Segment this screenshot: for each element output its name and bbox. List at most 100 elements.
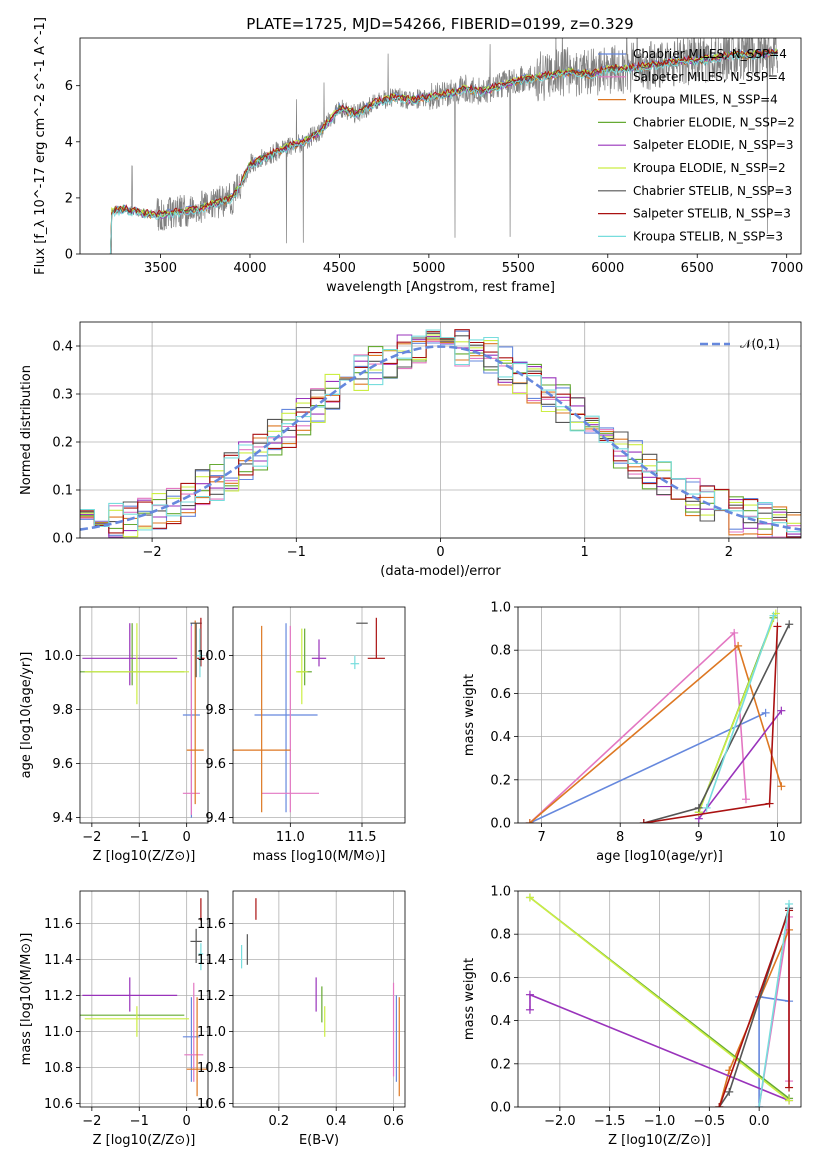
ytick-label: 10.0 — [44, 649, 73, 664]
errorbar-salpeter-miles — [184, 982, 204, 1082]
xtick-label: 6000 — [591, 261, 624, 276]
weight-line-kroupa-miles — [525, 641, 786, 823]
xtick-label: 4500 — [323, 261, 356, 276]
ytick-label: 6 — [65, 79, 73, 94]
ytick-label: 11.6 — [44, 917, 73, 932]
xtick-label: 11.5 — [348, 830, 377, 845]
xtick-label: 7000 — [770, 261, 803, 276]
plot-spectrum — [109, 38, 779, 254]
xtick-label: 5500 — [502, 261, 535, 276]
weight-line-salpeter-stelib — [639, 622, 782, 823]
ytick-label: 11.2 — [197, 989, 226, 1004]
legend-entry: Kroupa STELIB, N_SSP=3 — [633, 229, 783, 243]
xtick-label: 11.0 — [276, 830, 305, 845]
xtick-label: 0 — [183, 830, 191, 845]
panel-age-weight: 7 8 9 10 0.0 0.2 0.4 0.6 0.8 1.0 age [log10(age/yr… — [462, 601, 802, 865]
xtick-label: 3500 — [144, 261, 177, 276]
yaxis-label: Flux [f_λ 10^-17 erg cm^-2 s^-1 A^-1] — [33, 17, 48, 275]
xtick-label: −2 — [82, 830, 101, 845]
errorbar-salpeter-stelib — [199, 898, 202, 921]
axes-Z-weight: −2.0 −1.5 −1.0 −0.5 0.0 0.0 0.2 0.4 0.6 0.8 1.0 Z [… — [462, 885, 769, 1149]
xtick-label: −1.0 — [644, 1114, 676, 1129]
errorbar-kroupa-miles — [186, 620, 204, 805]
legend-entry: Salpeter ELODIE, N_SSP=3 — [633, 138, 794, 152]
legend-entry: Kroupa ELODIE, N_SSP=2 — [633, 161, 786, 175]
ytick-label: 11.4 — [44, 953, 73, 968]
ytick-label: 0.4 — [490, 730, 511, 745]
ytick-label: 11.2 — [44, 989, 73, 1004]
weight-line-kroupa-elodie — [525, 893, 794, 1105]
xaxis-label: Z [log10(Z/Z⊙)] — [93, 1133, 196, 1148]
ytick-label: 0.2 — [490, 773, 511, 788]
ytick-label: 0.0 — [490, 1101, 511, 1116]
ytick-label: 2 — [65, 191, 73, 206]
xtick-label: 5000 — [412, 261, 445, 276]
legend-entry: Salpeter MILES, N_SSP=4 — [633, 70, 786, 84]
ytick-label: 1.0 — [490, 885, 511, 900]
ytick-label: 0.0 — [490, 817, 511, 832]
ytick-label: 0.8 — [490, 928, 511, 943]
grid-ebv-mass — [233, 891, 405, 1107]
errorbar-salpeter-elodie — [82, 977, 178, 1012]
axes-frame-Z-weight — [517, 890, 802, 1108]
model-line-chabrier-stelib — [109, 49, 778, 254]
ytick-label: 0.1 — [52, 484, 73, 499]
plot-Z-weight — [525, 893, 794, 1107]
weight-line-kroupa-stelib — [702, 611, 778, 812]
weight-line-salpeter-miles — [755, 912, 794, 1107]
xtick-label: 0.4 — [326, 1114, 347, 1129]
errorbar-kroupa-stelib — [197, 628, 203, 678]
xtick-label: 0.0 — [749, 1114, 770, 1129]
ytick-label: 9.4 — [205, 811, 226, 826]
yaxis-label: mass weight — [462, 674, 477, 756]
ytick-label: 0.8 — [490, 644, 511, 659]
xtick-label: 0 — [436, 545, 444, 560]
ytick-label: 10.6 — [197, 1097, 226, 1112]
xtick-label: 10 — [769, 830, 786, 845]
hist-kroupa-stelib — [80, 329, 801, 533]
ytick-label: 0.0 — [52, 532, 73, 547]
ytick-label: 9.6 — [52, 757, 73, 772]
axes-frame-mass-age — [232, 606, 406, 824]
xtick-label: 0.6 — [383, 1114, 404, 1129]
errorbar-salpeter-elodie — [82, 623, 178, 686]
ytick-label: 9.6 — [205, 757, 226, 772]
ytick-label: 10.6 — [44, 1097, 73, 1112]
xaxis-label: (data-model)/error — [380, 564, 501, 579]
xtick-label: 1 — [581, 545, 589, 560]
errorbar-kroupa-stelib — [350, 655, 360, 670]
weight-line-salpeter-miles — [525, 628, 750, 823]
xtick-label: −2.0 — [544, 1114, 576, 1129]
xtick-label: 8 — [616, 830, 624, 845]
errorbar-kroupa-elodie — [84, 1006, 190, 1037]
xtick-label: −2 — [143, 545, 162, 560]
yaxis-label: age [log10(age/yr)] — [19, 652, 34, 779]
legend-entry-normal: 𝒩(0,1) — [740, 337, 780, 351]
yaxis-label: mass weight — [462, 958, 477, 1040]
xtick-label: 0 — [183, 1114, 191, 1129]
panel-spectrum: 3500 4000 4500 5000 5500 6000 6500 7000 0 2 4 6 wave… — [33, 17, 803, 295]
axes-age-weight: 7 8 9 10 0.0 0.2 0.4 0.6 0.8 1.0 age [log10(age/yr… — [462, 601, 786, 865]
plot-mass-age — [233, 617, 385, 813]
xtick-label: −2 — [82, 1114, 101, 1129]
xtick-label: 9 — [695, 830, 703, 845]
ytick-label: 11.4 — [197, 953, 226, 968]
xtick-label: −0.5 — [694, 1114, 726, 1129]
yaxis-label: Normed distribution — [19, 365, 34, 495]
ytick-label: 0.4 — [490, 1014, 511, 1029]
normal-curve — [80, 345, 801, 531]
axes-frame-spectrum — [79, 37, 802, 255]
legend-entry: Kroupa MILES, N_SSP=4 — [633, 93, 778, 107]
ytick-label: 11.0 — [197, 1025, 226, 1040]
xtick-label: 6500 — [681, 261, 714, 276]
errorbar-salpeter-elodie — [311, 639, 327, 667]
ytick-label: 0 — [65, 248, 73, 263]
xtick-label: 4000 — [233, 261, 266, 276]
ytick-label: 0.3 — [52, 388, 73, 403]
panels: 3500 4000 4500 5000 5500 6000 6500 70000246wave… — [19, 17, 803, 1148]
panel-mass-age: 11.0 11.5 9.4 9.6 9.8 10.0 mass [log10(M/M⊙)] — [197, 606, 406, 864]
ytick-label: 10.8 — [44, 1061, 73, 1076]
errorbar-chabrier-stelib — [190, 622, 202, 678]
errorbar-chabrier-miles — [254, 623, 318, 813]
